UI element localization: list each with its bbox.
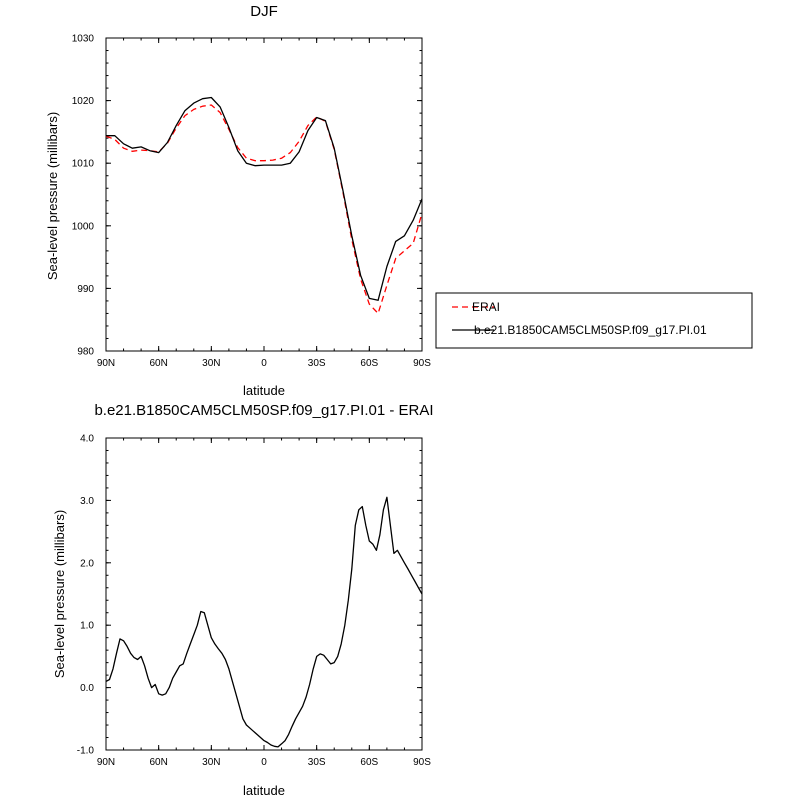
bottom-x-tick-label: 60S (360, 757, 378, 768)
bottom-panel: b.e21.B1850CAM5CLM50SP.f09_g17.PI.01 - E… (52, 402, 434, 798)
bottom-x-tick-label: 30S (308, 757, 326, 768)
bottom-y-tick-label: 2.0 (80, 558, 94, 569)
top-x-tick-label: 30S (308, 358, 326, 369)
bottom-x-tick-label: 60N (149, 757, 167, 768)
top-x-tick-label: 90N (97, 358, 115, 369)
top-y-tick-label: 1000 (72, 221, 95, 232)
bottom-chart-title: b.e21.B1850CAM5CLM50SP.f09_g17.PI.01 - E… (94, 402, 433, 419)
top-x-tick-label: 60N (149, 358, 167, 369)
top-series-lines (105, 96, 423, 315)
top-x-axis-label: latitude (243, 383, 285, 398)
top-legend: ERAI b.e21.B1850CAM5CLM50SP.f09_g17.PI.0… (435, 292, 753, 349)
bottom-x-tick-label: 30N (202, 757, 220, 768)
bottom-x-axis-label: latitude (243, 783, 285, 798)
bottom-y-tick-label: 0.0 (80, 683, 94, 694)
bottom-x-tick-label: 0 (261, 757, 267, 768)
bottom-y-tick-label: 3.0 (80, 496, 94, 507)
bottom-series-lines (105, 496, 423, 748)
top-x-tick-label: 90S (413, 358, 431, 369)
legend-label-erai: ERAI (472, 300, 500, 314)
bottom-x-tick-label: 90S (413, 757, 431, 768)
bottom-y-axis-label: Sea-level pressure (millibars) (52, 510, 67, 678)
bottom-plot-frame (105, 437, 423, 751)
bottom-axis-ticks: 90N 60N 30N 0 30S 60S 90S -1.0 0.0 1.0 2.0 3.0 4.0 (77, 434, 431, 769)
top-chart-title: DJF (250, 3, 278, 20)
top-axis-ticks: 90N 60N 30N 0 30S 60S 90S 980 990 1000 1010 1020 103… (72, 34, 431, 370)
top-x-tick-label: 60S (360, 358, 378, 369)
bottom-y-tick-label: -1.0 (77, 746, 95, 757)
top-y-tick-label: 1010 (72, 159, 95, 170)
bottom-y-tick-label: 1.0 (80, 621, 94, 632)
top-x-tick-label: 0 (261, 358, 267, 369)
top-y-tick-label: 1020 (72, 96, 95, 107)
legend-label-model: b.e21.B1850CAM5CLM50SP.f09_g17.PI.01 (474, 323, 707, 337)
bottom-x-tick-label: 90N (97, 757, 115, 768)
top-y-tick-label: 990 (77, 284, 94, 295)
top-y-tick-label: 980 (77, 347, 94, 358)
top-y-tick-label: 1030 (72, 34, 95, 45)
legend-box (435, 292, 753, 349)
bottom-series-line-0 (105, 496, 423, 748)
top-y-axis-label: Sea-level pressure (millibars) (45, 112, 60, 280)
top-panel: DJF latitude Sea-level pressure (milliba… (45, 3, 753, 398)
bottom-y-tick-label: 4.0 (80, 434, 94, 445)
top-series-line-0 (105, 104, 423, 315)
top-series-line-1 (106, 96, 423, 301)
top-plot-frame (105, 37, 423, 352)
top-x-tick-label: 30N (202, 358, 220, 369)
